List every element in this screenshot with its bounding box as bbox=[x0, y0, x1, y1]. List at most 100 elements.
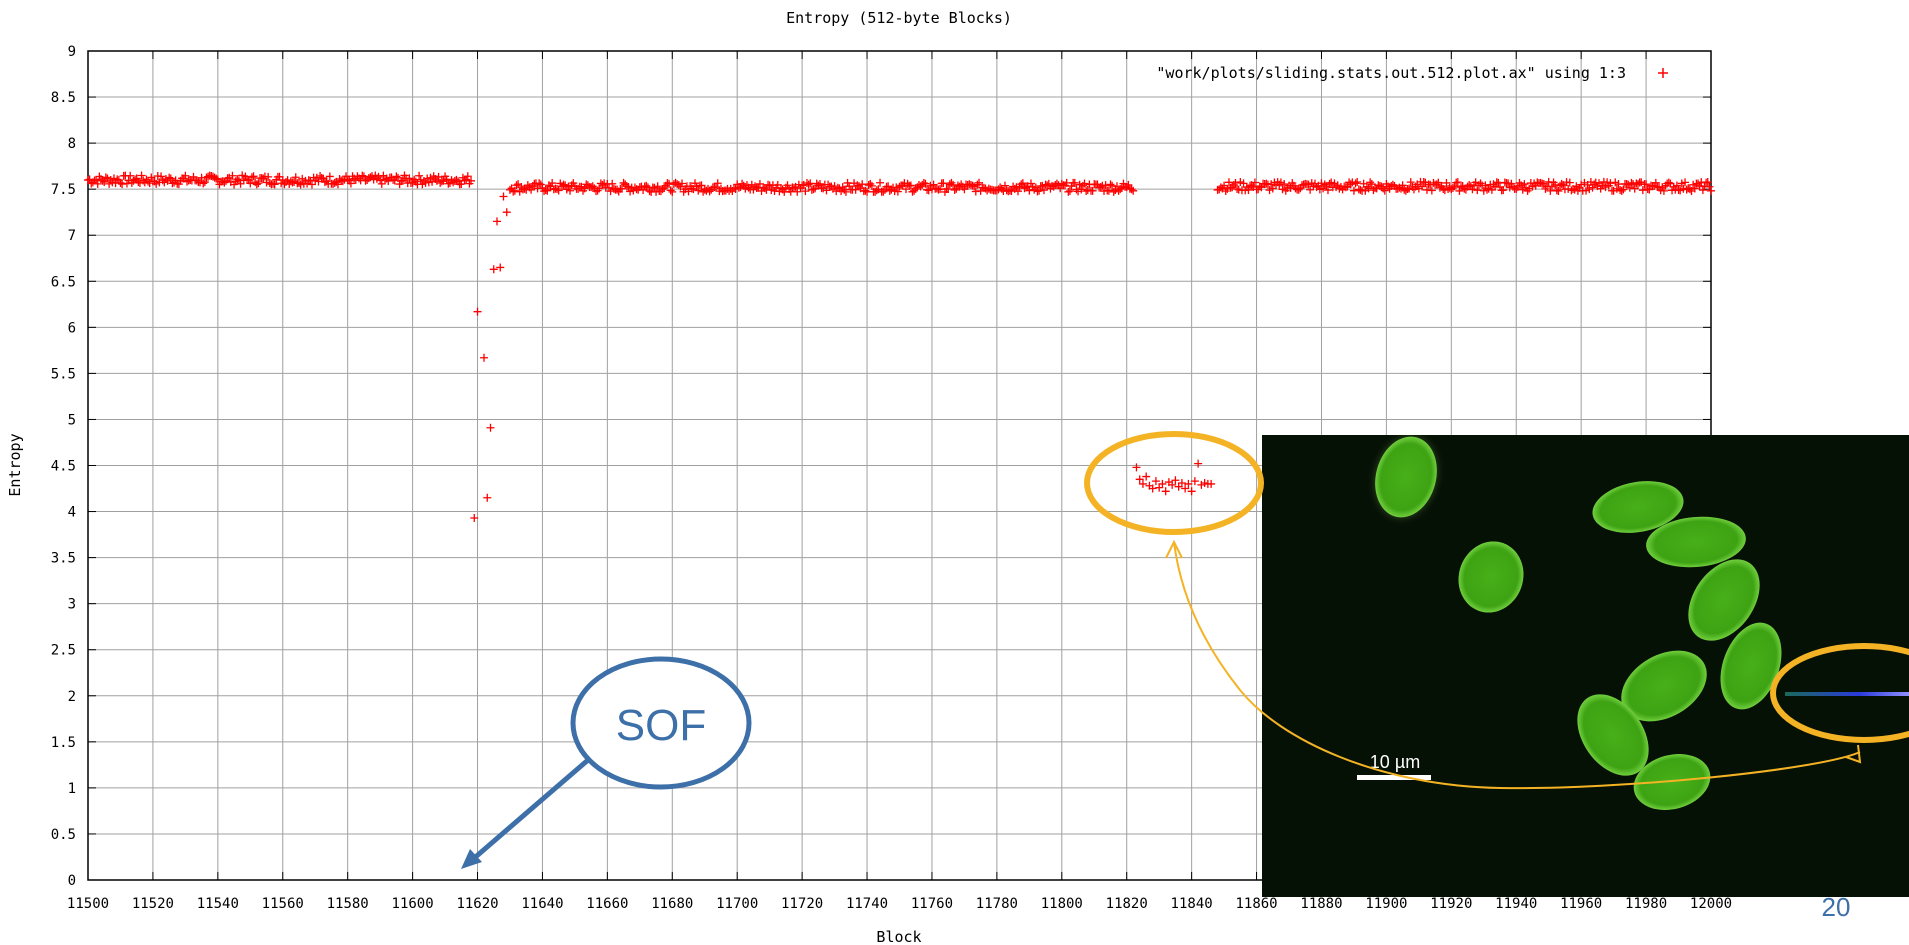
data-point bbox=[317, 173, 326, 182]
data-point bbox=[1151, 477, 1160, 486]
scale-bar bbox=[1357, 775, 1431, 780]
data-point bbox=[861, 186, 870, 195]
data-point bbox=[944, 185, 953, 194]
data-point bbox=[879, 187, 888, 196]
data-point bbox=[1132, 463, 1141, 472]
x-axis-title: Block bbox=[876, 928, 921, 945]
data-point bbox=[1026, 179, 1035, 188]
data-point bbox=[1659, 186, 1668, 195]
cell bbox=[1458, 541, 1524, 613]
data-point bbox=[666, 186, 675, 195]
data-point bbox=[1190, 477, 1199, 486]
data-point bbox=[1642, 180, 1651, 189]
data-point bbox=[1177, 479, 1186, 488]
data-point bbox=[815, 179, 824, 188]
cell bbox=[1577, 694, 1649, 776]
slide-number: 20 bbox=[1821, 892, 1851, 922]
legend-marker bbox=[1658, 68, 1668, 78]
data-point bbox=[566, 186, 575, 195]
data-point bbox=[1448, 183, 1457, 192]
data-point bbox=[1388, 180, 1397, 189]
data-point bbox=[1398, 181, 1407, 190]
data-point bbox=[1512, 184, 1521, 193]
x-tick-label: 11680 bbox=[651, 896, 693, 912]
data-point bbox=[1250, 178, 1259, 187]
data-point bbox=[668, 187, 677, 196]
data-point bbox=[101, 173, 110, 182]
data-point bbox=[906, 181, 915, 190]
data-point bbox=[1476, 179, 1485, 188]
legend: "work/plots/sliding.stats.out.512.plot.a… bbox=[1156, 64, 1668, 82]
data-point bbox=[809, 185, 818, 194]
data-point bbox=[1294, 185, 1303, 194]
data-point bbox=[118, 180, 127, 189]
y-tick-label: 5.5 bbox=[51, 366, 76, 382]
data-point bbox=[1698, 186, 1707, 195]
data-point bbox=[1064, 187, 1073, 196]
data-point bbox=[919, 179, 928, 188]
data-point bbox=[249, 172, 258, 181]
data-point bbox=[470, 514, 479, 523]
data-point bbox=[1695, 181, 1704, 190]
data-point bbox=[801, 187, 810, 196]
data-point bbox=[1557, 179, 1566, 188]
sof-arrowhead bbox=[461, 849, 482, 869]
data-point bbox=[512, 181, 521, 190]
data-point bbox=[1039, 186, 1048, 195]
data-point bbox=[264, 172, 273, 181]
data-point bbox=[307, 180, 316, 189]
x-tick-label: 11780 bbox=[976, 896, 1018, 912]
data-point bbox=[973, 180, 982, 189]
data-point bbox=[1690, 184, 1699, 193]
data-point bbox=[1356, 185, 1365, 194]
data-point bbox=[1244, 185, 1253, 194]
data-point bbox=[968, 181, 977, 190]
data-point bbox=[536, 180, 545, 189]
data-point bbox=[291, 173, 300, 182]
x-tick-label: 11940 bbox=[1495, 896, 1537, 912]
x-tick-label: 11720 bbox=[781, 896, 823, 912]
data-point bbox=[181, 171, 190, 180]
data-point bbox=[1492, 178, 1501, 187]
data-point bbox=[480, 353, 489, 362]
data-point bbox=[804, 180, 813, 189]
data-point bbox=[642, 181, 651, 190]
data-point bbox=[228, 171, 237, 180]
y-tick-label: 0 bbox=[68, 873, 76, 889]
data-point bbox=[502, 208, 511, 217]
data-point bbox=[376, 176, 385, 185]
data-point bbox=[1672, 181, 1681, 190]
data-point bbox=[132, 174, 141, 183]
x-tick-label: 11860 bbox=[1235, 896, 1277, 912]
data-point bbox=[199, 179, 208, 188]
data-point bbox=[1158, 479, 1167, 488]
data-point bbox=[1520, 180, 1529, 189]
x-tick-label: 11500 bbox=[67, 896, 109, 912]
data-point bbox=[415, 171, 424, 180]
data-point bbox=[535, 179, 544, 188]
cell bbox=[1592, 481, 1684, 533]
scale-bar-label: 10 µm bbox=[1370, 752, 1420, 772]
data-point bbox=[1080, 179, 1089, 188]
cell bbox=[1688, 559, 1760, 641]
data-point bbox=[653, 182, 662, 191]
data-point bbox=[246, 179, 255, 188]
data-point bbox=[492, 217, 501, 226]
x-tick-label: 11800 bbox=[1041, 896, 1083, 912]
sof-label: SOF bbox=[616, 701, 706, 750]
data-point bbox=[1187, 487, 1196, 496]
data-point bbox=[467, 176, 476, 185]
microscope-image: 10 µm bbox=[1262, 435, 1909, 897]
data-point bbox=[1233, 185, 1242, 194]
data-point bbox=[486, 423, 495, 432]
data-point bbox=[252, 180, 261, 189]
data-point bbox=[1453, 178, 1462, 187]
data-point bbox=[694, 186, 703, 195]
data-point bbox=[548, 179, 557, 188]
data-point bbox=[622, 182, 631, 191]
data-point bbox=[866, 179, 875, 188]
sof-callout: SOF bbox=[461, 656, 752, 869]
data-point bbox=[1349, 186, 1358, 195]
data-point bbox=[1142, 472, 1151, 481]
x-tick-label: 12000 bbox=[1690, 896, 1732, 912]
